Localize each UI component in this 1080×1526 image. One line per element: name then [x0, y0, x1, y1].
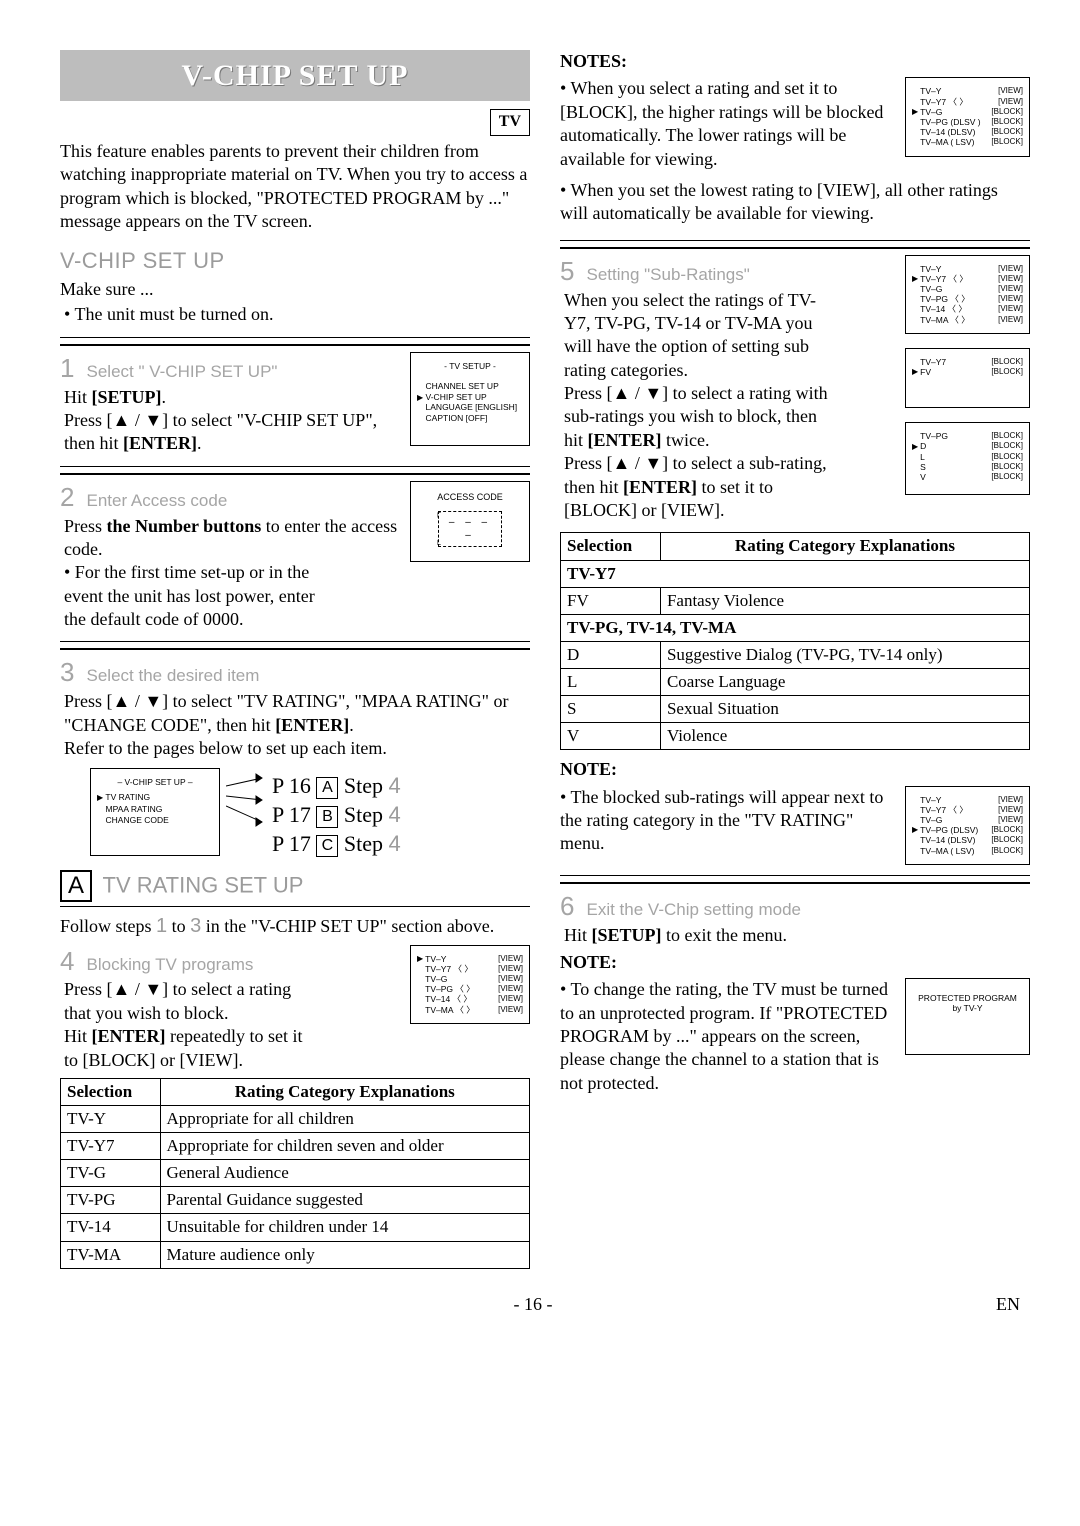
make-sure: Make sure ... — [60, 278, 530, 301]
subrating-result-screenshot: ▶ TV–Y[VIEW]▶ TV–Y7 〈 〉[VIEW]▶ TV–G[VIEW… — [905, 786, 1030, 865]
access-code-screenshot: ACCESS CODE ┌ └ – – – – — [410, 481, 530, 563]
subrating-screenshot-2: ▶ TV–Y7[BLOCK]▶ FV[BLOCK] — [905, 348, 1030, 408]
rating-view-screenshot: ▶ TV–Y[VIEW]▶ TV–Y7 〈 〉[VIEW]▶ TV–G[VIEW… — [410, 945, 530, 1024]
page-footer: - 16 - EN — [60, 1293, 1030, 1316]
subrating-screenshot-3: ▶ TV–PG[BLOCK]▶ D[BLOCK]▶ L[BLOCK]▶ S[BL… — [905, 422, 1030, 495]
tv-setup-screenshot: - TV SETUP - ▶ CHANNEL SET UP ▶ V-CHIP S… — [410, 352, 530, 447]
step1-label: Select " V-CHIP SET UP" — [87, 362, 278, 381]
rating-table-1: SelectionRating Category Explanations TV… — [60, 1078, 530, 1269]
subrating-table: SelectionRating Category Explanations TV… — [560, 532, 1030, 750]
section-title: V-CHIP SET UP — [60, 247, 530, 276]
banner: V-CHIP SET UP — [60, 50, 530, 101]
tv-badge: TV — [490, 109, 530, 136]
make-sure-bullet: • The unit must be turned on. — [64, 303, 530, 326]
subrating-screenshot-1: ▶ TV–Y[VIEW]▶ TV–Y7 〈 〉[VIEW]▶ TV–G[VIEW… — [905, 255, 1030, 334]
vchip-setup-screenshot: – V-CHIP SET UP – ▶ TV RATING ▶ MPAA RAT… — [90, 768, 220, 855]
banner-title: V-CHIP SET UP — [60, 56, 530, 95]
block-example-screenshot: ▶ TV–Y[VIEW]▶ TV–Y7 〈 〉[VIEW]▶ TV–G[BLOC… — [905, 77, 1030, 156]
step1-num: 1 — [60, 352, 82, 386]
arrow-svg — [226, 760, 266, 840]
protected-program-screenshot: PROTECTED PROGRAM by TV-Y — [905, 978, 1030, 1054]
intro-text: This feature enables parents to prevent … — [60, 140, 530, 234]
